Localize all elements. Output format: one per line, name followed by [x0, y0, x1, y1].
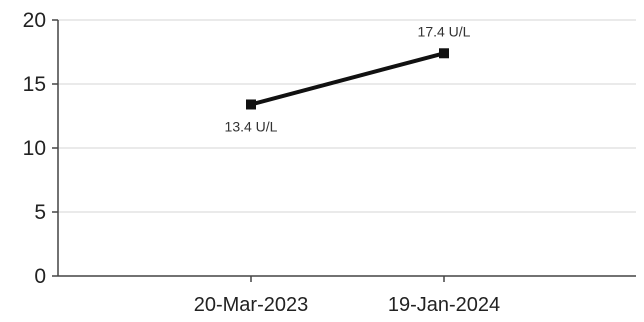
data-point	[439, 48, 449, 59]
y-tick-label: 0	[34, 265, 46, 288]
data-point	[246, 99, 256, 110]
y-tick-labels: 0 5 10 15 20	[23, 9, 46, 288]
x-tick-labels: 20-Mar-2023 19-Jan-2024	[194, 294, 500, 316]
data-label: 13.4 U/L	[225, 118, 278, 134]
data-label: 17.4 U/L	[418, 23, 471, 39]
y-tick-label: 10	[23, 137, 46, 160]
series-line	[250, 51, 445, 107]
data-labels: 13.4 U/L 17.4 U/L	[225, 23, 471, 134]
x-tick-label: 19-Jan-2024	[388, 294, 500, 316]
y-tick-label: 20	[23, 9, 46, 32]
grid-lines	[58, 19, 636, 213]
axes	[52, 19, 636, 282]
y-tick-label: 5	[34, 201, 46, 224]
x-tick-label: 20-Mar-2023	[194, 294, 309, 316]
series	[246, 48, 449, 110]
y-tick-label: 15	[23, 73, 46, 96]
